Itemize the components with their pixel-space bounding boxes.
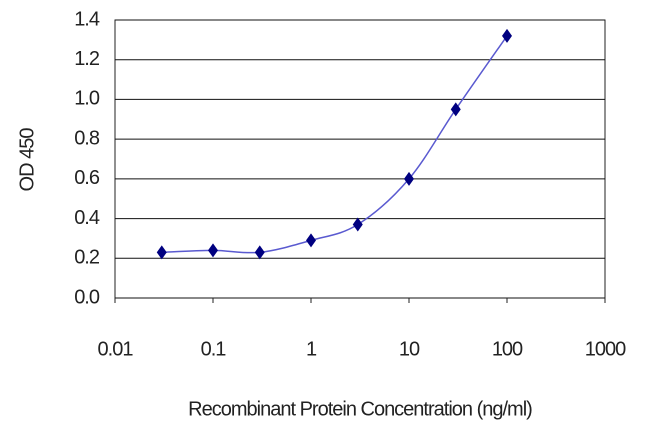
data-point <box>306 233 316 248</box>
y-tick-label: 0.0 <box>74 286 100 308</box>
x-tick-label: 100 <box>492 338 523 360</box>
y-tick-label: 1.4 <box>74 8 100 30</box>
x-axis-title: Recombinant Protein Concentration (ng/ml… <box>188 398 532 420</box>
y-tick-label: 0.4 <box>74 207 100 229</box>
plot-frame <box>114 19 606 299</box>
y-axis-title: OD 450 <box>16 128 38 192</box>
data-point <box>156 245 167 260</box>
data-point <box>502 28 512 43</box>
y-tick-label: 0.2 <box>74 247 100 269</box>
data-point <box>450 102 461 117</box>
x-tick-label: 0.01 <box>98 338 134 360</box>
data-point <box>208 243 218 258</box>
y-tick-label: 0.6 <box>74 167 100 189</box>
x-tick-label: 10 <box>399 338 420 360</box>
data-point <box>254 245 265 260</box>
y-tick-label: 0.8 <box>74 127 100 149</box>
y-tick-label: 1.2 <box>74 48 100 70</box>
x-tick-label: 1000 <box>585 338 626 360</box>
x-tick-label: 0.1 <box>201 338 227 360</box>
data-point <box>352 217 363 232</box>
y-tick-label: 1.0 <box>74 88 100 110</box>
series-line <box>161 35 508 254</box>
x-tick-label: 1 <box>306 338 317 360</box>
data-point <box>404 171 414 186</box>
